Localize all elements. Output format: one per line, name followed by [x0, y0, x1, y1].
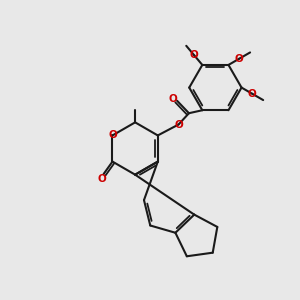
Text: O: O [248, 89, 257, 99]
Text: O: O [98, 174, 106, 184]
Text: O: O [168, 94, 177, 104]
Text: O: O [108, 130, 117, 140]
Text: O: O [235, 54, 244, 64]
Text: O: O [174, 119, 183, 130]
Text: O: O [190, 50, 199, 60]
